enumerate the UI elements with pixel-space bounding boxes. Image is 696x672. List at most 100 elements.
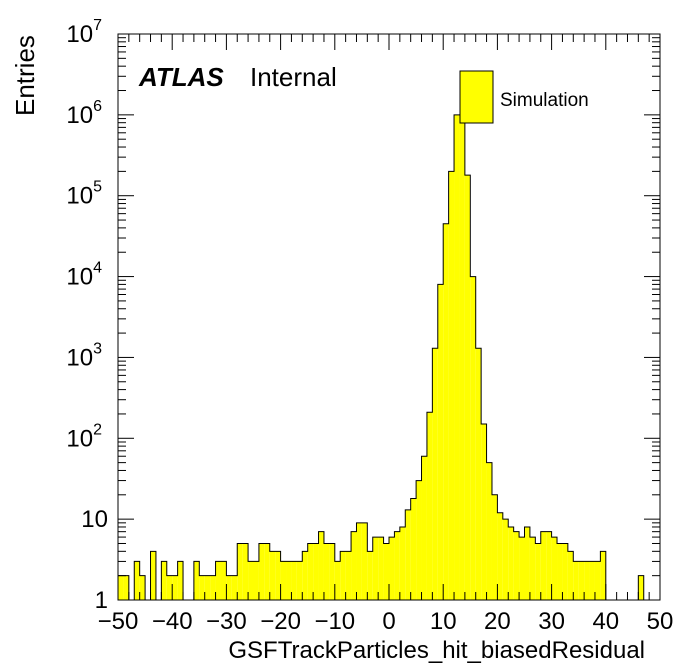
histogram-bar — [600, 551, 606, 600]
histogram-bar — [448, 171, 455, 601]
x-tick-label: 30 — [538, 608, 565, 635]
histogram-bar — [405, 509, 411, 600]
histogram-bar — [378, 537, 384, 600]
x-tick-label: 50 — [647, 608, 674, 635]
histogram-bar — [296, 561, 303, 600]
y-tick-label: 1 — [95, 587, 108, 614]
axis-ticks — [117, 33, 661, 601]
histogram-bar — [334, 561, 341, 600]
x-tick-label: −30 — [206, 608, 247, 635]
histogram-bar — [269, 551, 276, 600]
histogram-bar — [383, 543, 389, 600]
histogram-bar — [513, 531, 520, 600]
histogram-outline — [117, 114, 660, 601]
histogram-bar — [399, 526, 406, 600]
y-axis-title: Entries — [10, 35, 40, 116]
histogram-bar — [416, 480, 422, 600]
histogram-bar — [437, 284, 444, 600]
histogram-bar — [454, 114, 460, 600]
histogram-bar — [231, 575, 238, 600]
histogram-bar — [118, 575, 124, 600]
histogram-bar — [286, 561, 292, 600]
histogram-bar — [589, 561, 595, 600]
histogram-bar — [275, 551, 281, 600]
histogram-bar — [307, 543, 314, 600]
legend-entry-simulation: Simulation — [500, 90, 589, 111]
x-tick-label: −20 — [260, 608, 301, 635]
y-tick-label: 10 — [81, 506, 108, 533]
histogram-bar — [215, 561, 221, 600]
histogram-bar — [199, 575, 205, 600]
histogram-bar — [497, 512, 503, 600]
y-tick-labels: 1 10 102 103 104 105 106 107 — [66, 17, 108, 614]
histogram-bar — [594, 561, 601, 600]
histogram-bar — [242, 543, 249, 600]
histogram-bar — [302, 551, 308, 600]
histogram-bar — [426, 412, 433, 600]
histogram-bar — [432, 348, 438, 600]
histogram-bar — [264, 543, 270, 600]
histogram-bar — [248, 561, 254, 600]
x-tick-labels: −50 −40 −30 −20 −10 0 10 20 30 40 50 — [98, 608, 674, 635]
histogram-bar — [410, 498, 417, 600]
legend-swatch — [459, 70, 494, 124]
histogram-bar — [361, 522, 368, 600]
histogram-bar — [486, 462, 492, 600]
x-tick-label: −10 — [314, 608, 355, 635]
histogram-bar — [491, 494, 498, 600]
histogram-bar — [237, 543, 243, 600]
histogram-bar — [351, 531, 357, 600]
histogram-bar — [204, 575, 211, 600]
histogram-bar — [258, 543, 265, 600]
y-tick-label: 102 — [66, 421, 102, 452]
histogram-bar — [389, 537, 395, 600]
y-tick-label: 104 — [66, 260, 102, 291]
histogram-bar — [540, 531, 547, 600]
histogram-bar — [329, 543, 335, 600]
histogram-bar — [123, 575, 129, 600]
histogram-bar — [323, 543, 330, 600]
histogram-bar — [166, 575, 173, 600]
y-tick-label: 103 — [66, 340, 102, 371]
histogram-bar — [567, 551, 574, 600]
histogram-bar — [470, 276, 476, 600]
histogram-bar — [529, 537, 536, 600]
histogram-bar — [535, 543, 541, 600]
histogram-bar — [177, 561, 184, 600]
histogram-bar — [573, 561, 579, 600]
histogram-bar — [562, 543, 568, 600]
histogram-bar — [280, 561, 287, 600]
histogram-bar — [519, 537, 525, 600]
x-tick-label: 40 — [592, 608, 619, 635]
histogram-bar — [394, 531, 400, 600]
histogram-bar — [421, 456, 427, 600]
histogram-bar — [578, 561, 585, 600]
internal-label: Internal — [250, 62, 337, 92]
histogram-bar — [313, 543, 319, 600]
histogram-bar — [524, 526, 530, 600]
y-tick-label: 105 — [66, 179, 102, 210]
x-tick-label: 20 — [484, 608, 511, 635]
atlas-label: ATLAS — [138, 62, 224, 92]
histogram-bar — [356, 522, 362, 600]
histogram-bar — [226, 575, 232, 600]
plot-frame — [117, 33, 661, 601]
x-tick-label: −50 — [98, 608, 139, 635]
legend: Simulation — [459, 70, 589, 124]
x-tick-label: 10 — [430, 608, 457, 635]
x-tick-label: 0 — [382, 608, 395, 635]
histogram-bar — [134, 561, 140, 600]
histogram-bar — [193, 561, 200, 600]
y-tick-label: 107 — [66, 17, 102, 48]
histogram-bar — [172, 575, 178, 600]
histogram-bar — [367, 551, 373, 600]
histogram-bar — [345, 551, 352, 600]
histogram-bar — [220, 561, 227, 600]
histogram-bar — [475, 348, 482, 600]
histogram-bar — [546, 531, 552, 600]
histogram-bar — [638, 575, 644, 600]
histogram-bar — [372, 537, 379, 600]
histogram-bar — [551, 537, 558, 600]
histogram-bar — [459, 114, 465, 600]
